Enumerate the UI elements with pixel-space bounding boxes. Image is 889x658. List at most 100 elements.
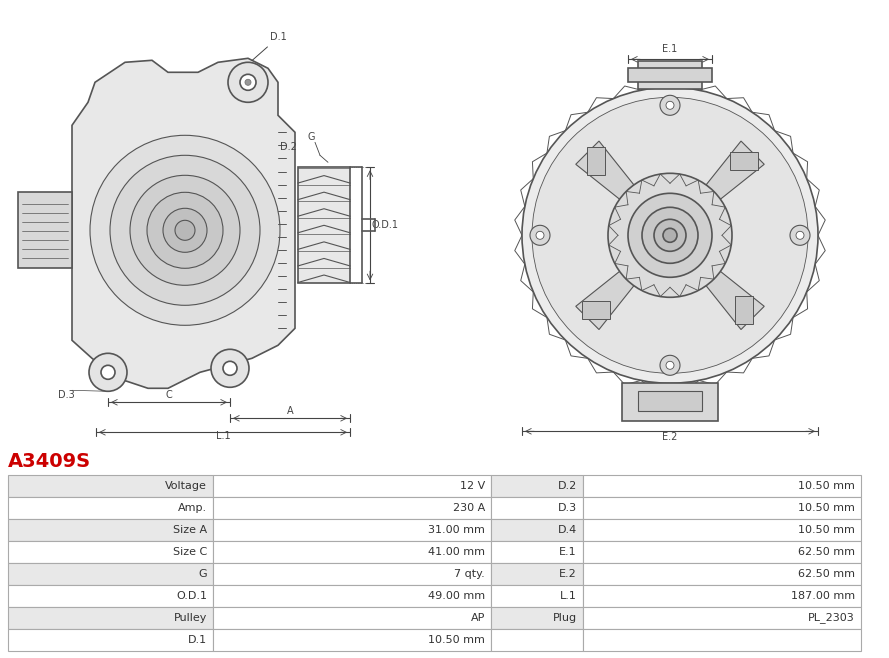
Text: G: G	[198, 569, 207, 579]
Polygon shape	[685, 141, 765, 220]
Text: D.3: D.3	[558, 503, 577, 513]
Bar	[628, 68, 712, 82]
Text: D.1: D.1	[188, 635, 207, 645]
Bar	[583, 519, 861, 541]
Text: L.1: L.1	[216, 431, 230, 442]
Text: L.1: L.1	[560, 591, 577, 601]
Polygon shape	[576, 250, 655, 330]
Text: 12 V: 12 V	[460, 480, 485, 491]
Circle shape	[532, 97, 808, 373]
Bar	[735, 295, 753, 324]
Circle shape	[211, 349, 249, 388]
Text: PL_2303: PL_2303	[808, 613, 855, 623]
Bar	[583, 541, 861, 563]
Text: 10.50 mm: 10.50 mm	[798, 503, 855, 513]
Circle shape	[660, 355, 680, 375]
Circle shape	[790, 225, 810, 245]
Bar	[730, 152, 758, 170]
Bar	[8, 585, 213, 607]
Circle shape	[663, 228, 677, 242]
Text: 41.00 mm: 41.00 mm	[428, 547, 485, 557]
Polygon shape	[576, 141, 655, 220]
Text: D.2: D.2	[280, 142, 297, 152]
Circle shape	[608, 173, 732, 297]
Bar	[581, 301, 610, 318]
Text: E.2: E.2	[662, 432, 677, 442]
Circle shape	[536, 232, 544, 240]
Text: O.D.1: O.D.1	[176, 591, 207, 601]
Bar	[213, 474, 491, 497]
Text: C: C	[165, 390, 172, 400]
Bar	[491, 585, 583, 607]
Bar	[583, 585, 861, 607]
Text: D.2: D.2	[557, 480, 577, 491]
Bar	[491, 519, 583, 541]
Bar	[587, 147, 605, 175]
Bar	[213, 497, 491, 519]
Circle shape	[660, 95, 680, 115]
Bar	[213, 541, 491, 563]
Circle shape	[90, 136, 280, 325]
Circle shape	[522, 88, 818, 384]
Circle shape	[654, 219, 686, 251]
Circle shape	[666, 361, 674, 369]
Circle shape	[130, 175, 240, 286]
Text: E.1: E.1	[662, 44, 677, 55]
Text: Amp.: Amp.	[178, 503, 207, 513]
Bar	[491, 541, 583, 563]
Bar	[298, 167, 350, 284]
Circle shape	[240, 74, 256, 90]
Polygon shape	[72, 59, 295, 388]
Circle shape	[666, 101, 674, 109]
Bar	[491, 629, 583, 651]
Bar	[638, 61, 702, 89]
Bar	[8, 541, 213, 563]
Text: E.2: E.2	[559, 569, 577, 579]
Text: 49.00 mm: 49.00 mm	[428, 591, 485, 601]
Bar	[583, 474, 861, 497]
Circle shape	[245, 80, 251, 86]
Text: Pulley: Pulley	[173, 613, 207, 623]
Text: D.1: D.1	[252, 32, 287, 61]
Text: Plug: Plug	[553, 613, 577, 623]
Text: 62.50 mm: 62.50 mm	[798, 569, 855, 579]
Bar	[213, 585, 491, 607]
Bar	[8, 563, 213, 585]
Polygon shape	[685, 250, 765, 330]
Text: 230 A: 230 A	[453, 503, 485, 513]
Circle shape	[163, 209, 207, 252]
Bar	[491, 474, 583, 497]
Text: E.1: E.1	[559, 547, 577, 557]
Bar	[583, 497, 861, 519]
Bar	[18, 192, 72, 268]
Bar	[8, 519, 213, 541]
Text: AP: AP	[470, 613, 485, 623]
Text: D.3: D.3	[58, 390, 75, 400]
Circle shape	[175, 220, 195, 240]
Text: A: A	[286, 406, 293, 417]
Circle shape	[628, 193, 712, 277]
Text: A3409S: A3409S	[8, 453, 92, 471]
Text: 10.50 mm: 10.50 mm	[798, 480, 855, 491]
Text: 10.50 mm: 10.50 mm	[428, 635, 485, 645]
Circle shape	[228, 63, 268, 102]
Circle shape	[89, 353, 127, 392]
Bar	[583, 607, 861, 629]
Text: Voltage: Voltage	[165, 480, 207, 491]
Bar	[8, 497, 213, 519]
Bar	[213, 519, 491, 541]
Text: D.4: D.4	[557, 524, 577, 535]
Bar	[622, 384, 718, 421]
Circle shape	[642, 207, 698, 263]
Bar	[8, 607, 213, 629]
Bar	[583, 563, 861, 585]
Bar	[491, 497, 583, 519]
Bar	[491, 563, 583, 585]
Bar	[638, 392, 702, 411]
Bar	[491, 607, 583, 629]
Bar	[213, 563, 491, 585]
Circle shape	[110, 155, 260, 305]
Bar	[213, 629, 491, 651]
Text: 10.50 mm: 10.50 mm	[798, 524, 855, 535]
Text: Size C: Size C	[172, 547, 207, 557]
